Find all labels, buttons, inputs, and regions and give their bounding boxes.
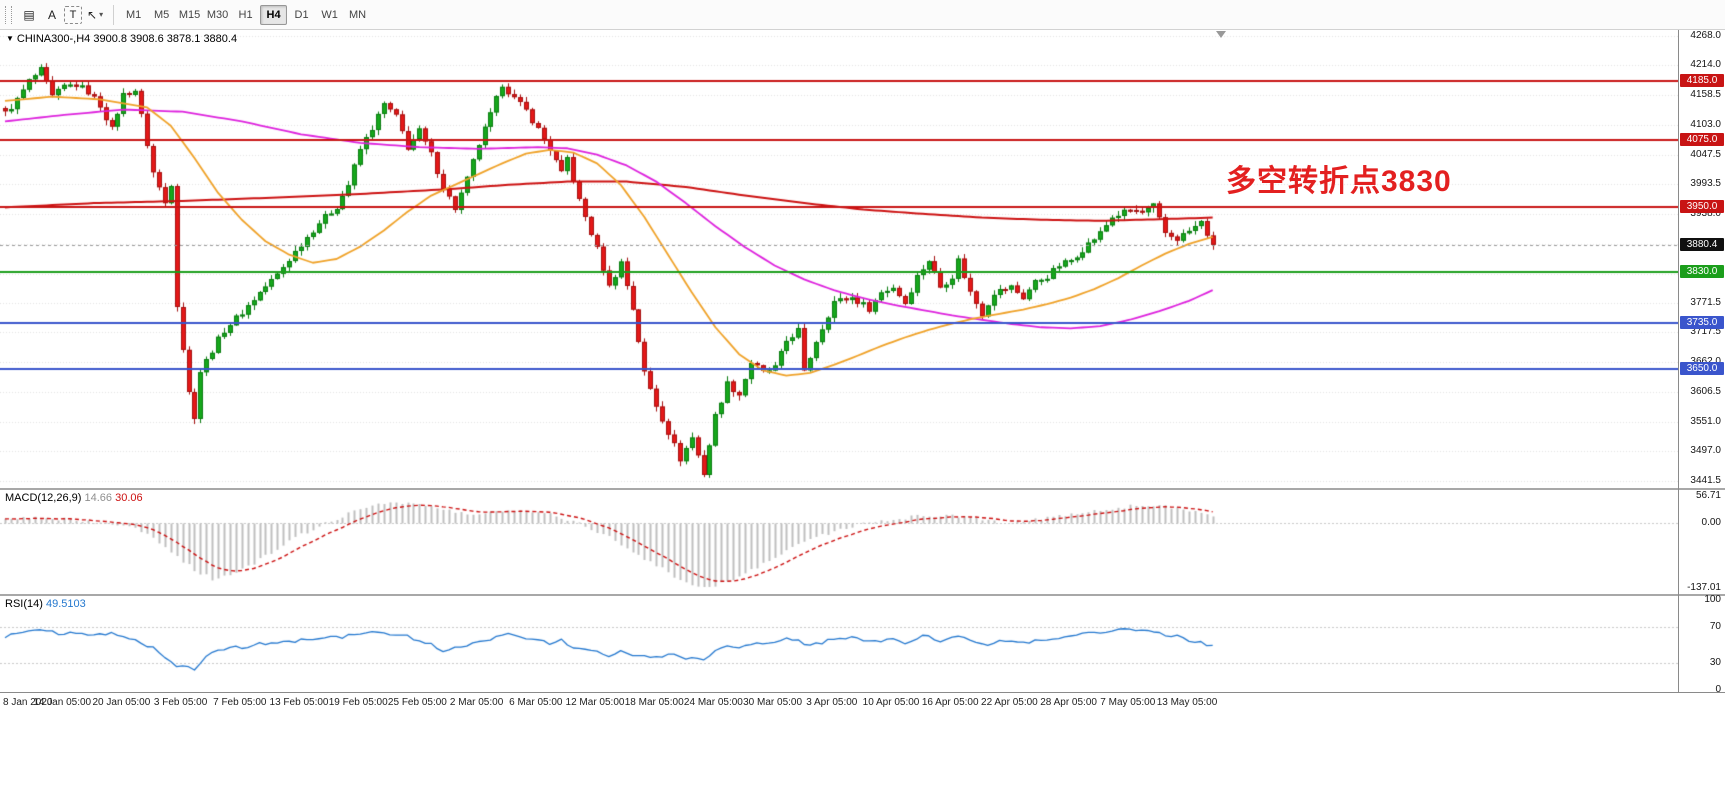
price-level-badge-4075.0: 4075.0 — [1680, 133, 1724, 146]
price-axis: 4268.0 4214.0 4158.5 4103.0 4047.5 3993.5 3938… — [1679, 30, 1724, 488]
symbol-dropdown-triangle-icon: ▼ — [6, 34, 14, 43]
rsi-title-text: RSI(14) — [5, 598, 43, 610]
price-tick-label: 3717.5 — [1690, 326, 1721, 337]
time-label: 25 Feb 05:00 — [387, 697, 447, 708]
rsi-tick-label: 70 — [1709, 621, 1721, 632]
toolbar: ▤ A T ↖ ▾ M1 M5 M15 M30 H1 H4 D1 W1 MN — [0, 0, 1725, 30]
timeframe-m30[interactable]: M30 — [206, 8, 229, 21]
rsi-tick-label: 30 — [1709, 657, 1721, 668]
rsi-value: 49.5103 — [45, 598, 86, 610]
timeframe-h4[interactable]: H4 — [260, 4, 288, 25]
price-level-badge-3830.0: 3830.0 — [1680, 265, 1724, 278]
time-label: 3 Feb 05:00 — [153, 697, 208, 708]
rsi-axis: 100 70 30 0 — [1679, 594, 1724, 695]
chart-title-text: CHINA300-,H4 3900.8 3908.6 3878.1 3880.4 — [16, 33, 238, 45]
timeframe-m15[interactable]: M15 — [178, 8, 201, 21]
chart-window-icon[interactable]: ▤ — [23, 7, 35, 22]
price-tick-label: 3441.5 — [1690, 475, 1721, 486]
price-tick-label: 4268.0 — [1690, 30, 1721, 41]
time-label: 2 Mar 05:00 — [449, 697, 504, 708]
rsi-tick-label: 0 — [1715, 684, 1721, 695]
macd-tick-label: 56.71 — [1695, 490, 1721, 501]
price-tick-label: 4158.5 — [1690, 89, 1721, 100]
cursor-tool-icon[interactable]: ↖ ▾ — [87, 7, 104, 22]
price-tick-label: 3662.0 — [1690, 356, 1721, 368]
price-tick-label: 4214.0 — [1690, 59, 1721, 70]
rsi-panel: RSI(14) 49.5103 100 70 30 0 — [0, 594, 1721, 695]
time-label: 6 Mar 05:00 — [509, 697, 563, 708]
price-level-badge-3735.0: 3735.0 — [1680, 316, 1724, 329]
macd-title-text: MACD(12,26,9) — [5, 492, 82, 504]
timeframe-m5[interactable]: M5 — [153, 8, 170, 21]
time-label: 30 Mar 05:00 — [743, 697, 803, 708]
timeframe-mn[interactable]: MN — [349, 8, 367, 21]
price-tick-label: 3551.0 — [1690, 416, 1721, 427]
price-level-badge-3650.0: 3650.0 — [1680, 362, 1724, 375]
macd-tick-label: 0.00 — [1701, 517, 1721, 528]
toolbar-grip-handle[interactable] — [5, 5, 12, 24]
macd-axis: 56.71 0.00 -137.01 — [1679, 490, 1724, 594]
macd-panel: MACD(12,26,9) 14.66 30.06 56.71 0.00 -137.… — [0, 490, 1721, 594]
chart-area: ▼ CHINA300-,H4 3900.8 3908.6 3878.1 3880.… — [0, 30, 1725, 786]
panel-resize-divider[interactable] — [0, 488, 1725, 490]
time-axis: 8 Jan 2020 14 Jan 05:00 20 Jan 05:00 3 Feb … — [0, 693, 1725, 713]
macd-tick-label: -137.01 — [1687, 582, 1721, 593]
price-tick-label: 3497.0 — [1690, 445, 1721, 456]
time-label: 12 Mar 05:00 — [565, 697, 625, 708]
timeframe-h1[interactable]: H1 — [238, 8, 253, 21]
time-label: 13 Feb 05:00 — [269, 697, 329, 708]
chart-shift-marker-icon[interactable] — [1216, 31, 1226, 38]
time-label: 7 Feb 05:00 — [213, 697, 267, 708]
time-label: 16 Apr 05:00 — [921, 697, 979, 708]
time-label: 24 Mar 05:00 — [683, 697, 743, 708]
main-chart-canvas[interactable] — [0, 30, 1678, 488]
time-label: 18 Mar 05:00 — [624, 697, 684, 708]
price-level-badge-3950.0: 3950.0 — [1680, 200, 1724, 213]
rsi-title: RSI(14) 49.5103 — [5, 598, 86, 610]
macd-canvas[interactable] — [0, 490, 1678, 594]
timeframe-m1[interactable]: M1 — [125, 8, 142, 21]
price-tick-label: 3993.5 — [1690, 178, 1721, 189]
chart-title: ▼ CHINA300-,H4 3900.8 3908.6 3878.1 3880.… — [6, 33, 237, 45]
time-label: 22 Apr 05:00 — [981, 697, 1038, 708]
time-label: 7 May 05:00 — [1100, 697, 1156, 708]
rsi-tick-label: 100 — [1704, 594, 1721, 605]
time-label: 20 Jan 05:00 — [92, 697, 151, 708]
price-tick-label: 4047.5 — [1690, 149, 1721, 160]
macd-main-value: 14.66 — [84, 492, 113, 504]
panel-resize-divider[interactable] — [0, 594, 1725, 596]
main-chart-panel: ▼ CHINA300-,H4 3900.8 3908.6 3878.1 3880.… — [0, 30, 1724, 488]
macd-signal-value: 30.06 — [115, 492, 143, 504]
time-axis-separator — [0, 692, 1725, 693]
price-tick-label: 3606.5 — [1690, 386, 1721, 397]
timeframe-button-group: M1 M5 M15 M30 H1 H4 D1 W1 MN — [120, 4, 371, 25]
time-label: 8 Jan 2020 — [3, 697, 53, 708]
toolbar-separator — [113, 4, 115, 25]
time-label: 13 May 05:00 — [1156, 697, 1218, 708]
price-tick-label: 4103.0 — [1690, 119, 1721, 130]
macd-title: MACD(12,26,9) 14.66 30.06 — [5, 492, 143, 504]
time-label: 14 Jan 05:00 — [33, 697, 92, 708]
price-axis-separator — [1678, 30, 1679, 693]
time-label: 28 Apr 05:00 — [1040, 697, 1097, 708]
text-box-icon[interactable]: T — [64, 5, 82, 24]
time-label: 10 Apr 05:00 — [862, 697, 920, 708]
timeframe-d1[interactable]: D1 — [294, 8, 309, 21]
annotation-text[interactable]: 多空转折点3830 — [1226, 165, 1452, 198]
price-tick-label: 3938.0 — [1690, 208, 1721, 219]
tool-button-group: ▤ A T ↖ ▾ — [18, 5, 107, 25]
time-label: 3 Apr 05:00 — [806, 697, 858, 708]
timeframe-w1[interactable]: W1 — [321, 8, 338, 21]
price-level-badge-4185.0: 4185.0 — [1680, 74, 1724, 87]
current-price-badge: 3880.4 — [1680, 238, 1724, 251]
rsi-canvas[interactable] — [0, 596, 1678, 692]
text-label-icon[interactable]: A — [47, 7, 56, 22]
price-tick-label: 3771.5 — [1690, 297, 1721, 308]
time-label: 19 Feb 05:00 — [328, 697, 388, 708]
